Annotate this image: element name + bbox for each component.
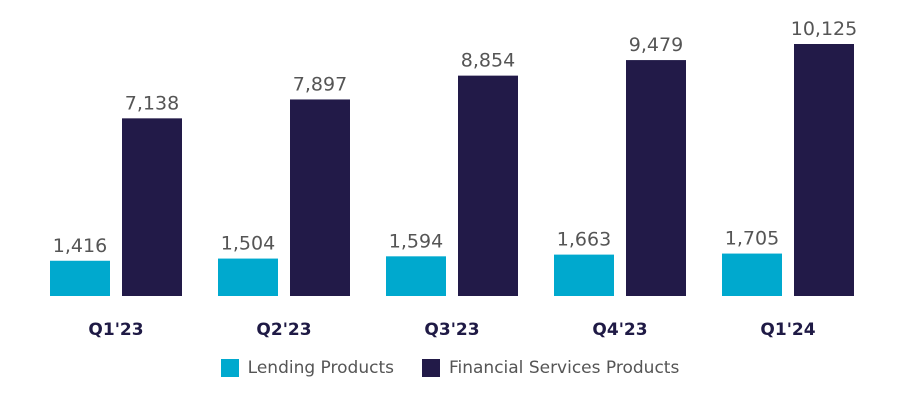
- bar-financial-services: [458, 75, 518, 296]
- bar-financial-services: [290, 99, 350, 296]
- legend-item-lending: Lending Products: [220, 358, 394, 378]
- data-label-lending: 1,594: [389, 230, 443, 252]
- bar-financial-services: [794, 44, 854, 296]
- data-label-lending: 1,705: [725, 228, 779, 250]
- bar-group: 1,594 8,854 Q3'23: [386, 50, 518, 340]
- data-label-lending: 1,663: [557, 229, 611, 251]
- data-label-lending: 1,416: [53, 235, 107, 257]
- bar-lending: [50, 260, 110, 296]
- legend-item-financial-services: Financial Services Products: [421, 358, 680, 378]
- legend-swatch-lending: [220, 359, 239, 377]
- legend: Lending Products Financial Services Prod…: [0, 354, 900, 382]
- bar-group: 1,705 10,125 Q1'24: [722, 18, 857, 340]
- bar-group: 1,416 7,138 Q1'23: [50, 92, 182, 340]
- legend-label-lending: Lending Products: [247, 358, 394, 378]
- bar-lending: [554, 254, 614, 296]
- legend-label-financial-services: Financial Services Products: [448, 358, 680, 378]
- bar-lending: [386, 256, 446, 296]
- legend-swatch-financial-services: [421, 359, 440, 377]
- category-label: Q4'23: [592, 320, 647, 340]
- category-label: Q1'23: [88, 320, 143, 340]
- data-label-financial-services: 7,138: [125, 92, 179, 114]
- category-label: Q2'23: [256, 320, 311, 340]
- data-label-financial-services: 8,854: [461, 50, 515, 72]
- bar-lending: [722, 253, 782, 296]
- data-label-lending: 1,504: [221, 233, 275, 255]
- bar-group: 1,663 9,479 Q4'23: [554, 34, 686, 340]
- data-label-financial-services: 10,125: [791, 18, 857, 40]
- bar-financial-services: [626, 60, 686, 297]
- category-label: Q1'24: [760, 320, 815, 340]
- data-label-financial-services: 7,897: [293, 73, 347, 95]
- data-label-financial-services: 9,479: [629, 34, 683, 56]
- category-label: Q3'23: [424, 320, 479, 340]
- bar-financial-services: [122, 118, 182, 296]
- bar-lending: [218, 258, 278, 296]
- bar-group: 1,504 7,897 Q2'23: [218, 73, 350, 340]
